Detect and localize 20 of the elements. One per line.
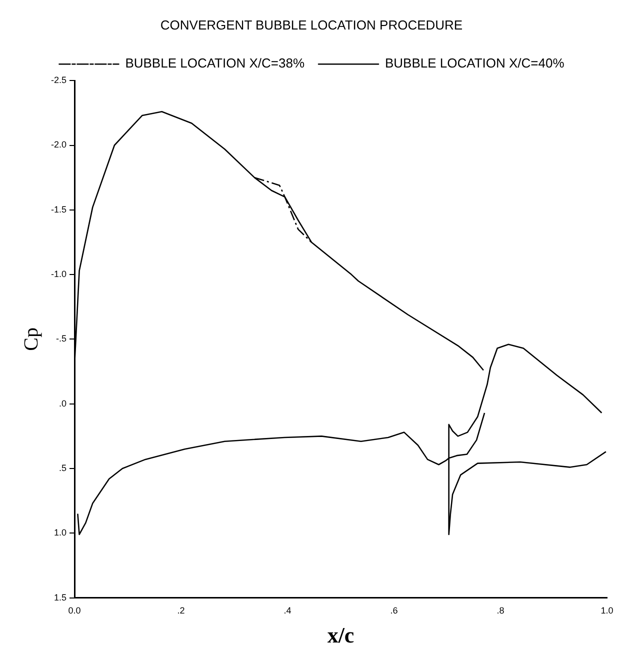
chart-title: CONVERGENT BUBBLE LOCATION PROCEDURE (160, 17, 463, 32)
x-tick-label: 0.0 (68, 606, 81, 616)
y-tick-label: .5 (58, 462, 67, 473)
y-tick-label: 1.0 (54, 528, 67, 538)
x-tick-label: 1.0 (600, 606, 614, 616)
legend-label: BUBBLE LOCATION X/C=40% (385, 56, 565, 71)
y-tick-label: -.5 (56, 334, 67, 344)
y-tick-label: 1.5 (54, 592, 67, 602)
x-tick-label: .8 (496, 606, 504, 616)
x-tick-label: .6 (390, 606, 398, 616)
x-axis-title: x/c (327, 622, 354, 648)
y-tick-label: -1.0 (50, 269, 67, 280)
y-tick-label: -1.5 (50, 204, 67, 214)
legend-label: BUBBLE LOCATION X/C=38% (125, 56, 305, 71)
y-tick-label: -2.0 (50, 140, 67, 150)
x-tick-label: .2 (177, 606, 185, 616)
y-axis-title: Cp (20, 328, 42, 351)
x-tick-label: .4 (284, 606, 292, 616)
y-tick-label: .0 (58, 398, 67, 408)
y-tick-label: -2.5 (50, 75, 67, 86)
